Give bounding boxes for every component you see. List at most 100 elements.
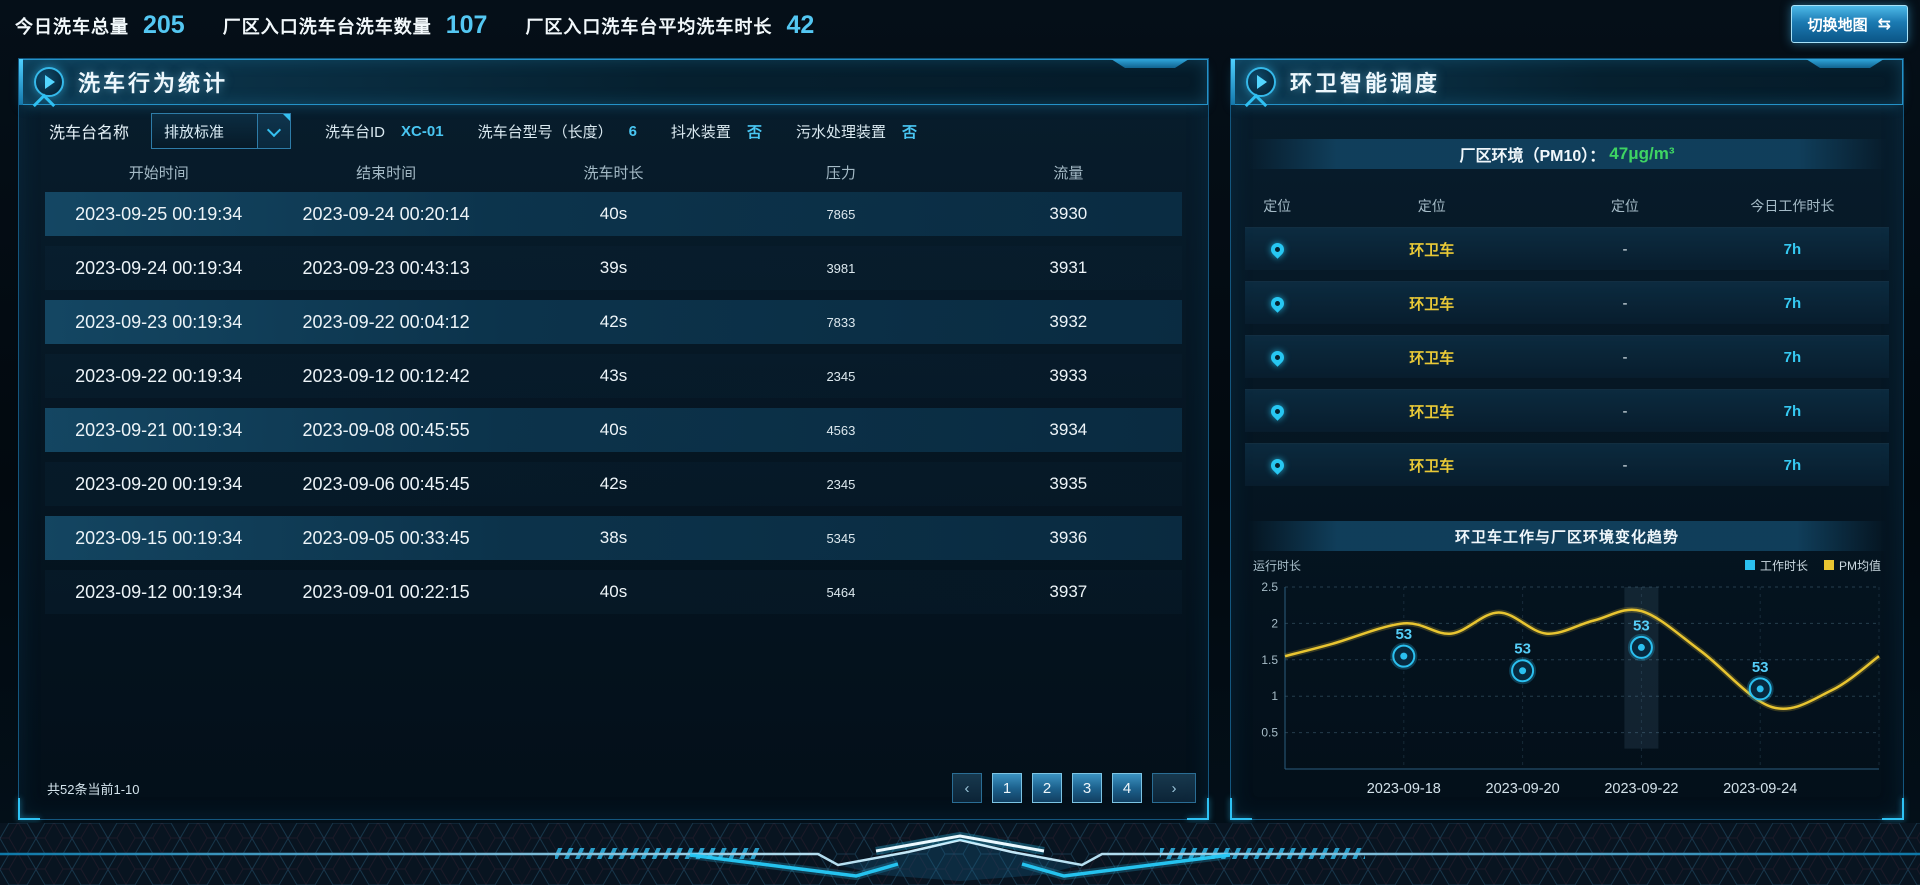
table-cell: 2023-09-06 00:45:45 <box>302 473 470 494</box>
filter-fields: 洗车台ID XC-01 洗车台型号（长度） 6 抖水装置否污水处理装置否 <box>291 121 917 142</box>
work-marker-dot <box>1756 685 1764 693</box>
vehicle-name: 环卫车 <box>1409 349 1455 367</box>
table-cell: 2023-09-21 00:19:34 <box>75 419 243 440</box>
table-row: 2023-09-23 00:19:34 2023-09-22 00:04:12 42… <box>45 300 1182 344</box>
table-cell: 2023-09-22 00:04:12 <box>302 311 470 332</box>
vehicle-name: 环卫车 <box>1409 295 1455 313</box>
filter-field-value: XC-01 <box>401 122 444 140</box>
table-cell: 40s <box>599 204 628 223</box>
table-cell: 3934 <box>1049 420 1088 439</box>
vehicle-hours: 7h <box>1783 348 1802 366</box>
table-cell: 5464 <box>826 584 856 600</box>
work-marker-label: 53 <box>1514 641 1531 658</box>
filter-field-label: 洗车台ID <box>325 123 386 141</box>
vehicle-pin-cell <box>1245 455 1309 475</box>
table-cell: 3935 <box>1049 474 1088 493</box>
vehicle-location-dash: - <box>1622 294 1628 312</box>
pagination-page-button[interactable]: 2 <box>1032 773 1062 803</box>
vehicle-column-header: 定位 <box>1417 198 1446 214</box>
table-cell: 3931 <box>1049 258 1088 277</box>
top-stat: 今日洗车总量 205 <box>15 11 185 40</box>
sanitation-panel: 环卫智能调度 厂区环境（PM10）： 47μg/m³ 定位 定位 定位 今日工作时长 … <box>1230 58 1904 820</box>
vehicle-pin-cell <box>1245 239 1309 259</box>
work-marker-label: 53 <box>1633 617 1650 634</box>
corner-accent <box>1187 798 1209 820</box>
chevron-up-decoration <box>1244 93 1268 117</box>
pagination-summary: 共52条当前1-10 <box>47 781 140 797</box>
table-cell: 2023-09-23 00:19:34 <box>75 311 243 332</box>
trend-subtitle-bar: 环卫车工作与厂区环境变化趋势 <box>1247 521 1887 551</box>
filter-field-label: 抖水装置 <box>670 123 731 141</box>
filter-row: 洗车台名称 排放标准 洗车台ID XC-01 洗车台型号（长度） 6 抖水装置否污水处理… <box>31 113 1196 149</box>
table-cell: 3937 <box>1049 582 1088 601</box>
table-cell: 2345 <box>826 476 856 492</box>
chevron-down-icon[interactable] <box>257 114 291 148</box>
chart-legend: 工作时长 PM均值 <box>1744 557 1881 574</box>
work-marker-label: 53 <box>1752 659 1769 676</box>
table-cell: 7833 <box>826 314 856 330</box>
pagination-page-button[interactable]: 1 <box>992 773 1022 803</box>
play-icon <box>34 67 64 97</box>
pagination-pages: ‹ 1 2 3 4 › <box>952 773 1196 803</box>
x-tick-label: 2023-09-24 <box>1723 781 1797 797</box>
vehicle-name: 环卫车 <box>1409 403 1455 421</box>
table-cell: 4563 <box>826 422 856 438</box>
table-cell: 2345 <box>826 368 856 384</box>
vehicle-row: 环卫车 - 7h <box>1245 443 1889 486</box>
table-row: 2023-09-12 00:19:34 2023-09-01 00:22:15 40… <box>45 570 1182 614</box>
vehicle-hours: 7h <box>1783 240 1802 258</box>
vehicle-pin-cell <box>1245 293 1309 313</box>
play-icon <box>1246 67 1276 97</box>
vehicle-location-dash: - <box>1622 348 1628 366</box>
table-cell: 39s <box>599 258 628 277</box>
vehicle-hours: 7h <box>1783 402 1802 420</box>
stat-value: 107 <box>445 10 488 39</box>
table-column-header: 压力 <box>825 164 856 182</box>
pagination-next-button[interactable]: › <box>1152 773 1196 803</box>
station-name-select[interactable]: 排放标准 <box>151 113 292 149</box>
chart-legend-row: 运行时长 工作时长 PM均值 <box>1253 557 1881 573</box>
table-cell: 2023-09-20 00:19:34 <box>75 473 243 494</box>
table-row: 2023-09-25 00:19:34 2023-09-24 00:20:14 40… <box>45 192 1182 236</box>
location-pin-icon[interactable] <box>1267 401 1287 421</box>
swap-arrows-icon: ⇆ <box>1877 16 1891 33</box>
top-stat: 厂区入口洗车台平均洗车时长 42 <box>525 11 814 40</box>
vehicle-location-dash: - <box>1622 240 1628 258</box>
vehicle-row: 环卫车 - 7h <box>1245 227 1889 270</box>
trend-chart: 0.5 1 1.5 2 2.5 2023-09-18 2023-09-20 2023-09-2… <box>1261 580 1881 797</box>
location-pin-icon[interactable] <box>1267 239 1287 259</box>
table-cell: 2023-09-24 00:19:34 <box>75 257 243 278</box>
x-tick-label: 2023-09-20 <box>1486 781 1560 797</box>
location-pin-icon[interactable] <box>1267 347 1287 367</box>
table-column-header: 流量 <box>1053 164 1084 182</box>
station-name-select-value: 排放标准 <box>164 123 225 141</box>
table-row: 2023-09-22 00:19:34 2023-09-12 00:12:42 43… <box>45 354 1182 398</box>
legend-label: PM均值 <box>1838 558 1881 573</box>
pm10-env-bar: 厂区环境（PM10）： 47μg/m³ <box>1247 139 1887 169</box>
table-cell: 3930 <box>1049 204 1088 223</box>
table-cell: 2023-09-05 00:33:45 <box>302 527 470 548</box>
location-pin-icon[interactable] <box>1267 455 1287 475</box>
header-notch-decoration <box>1806 59 1884 68</box>
pagination-page-button[interactable]: 4 <box>1112 773 1142 803</box>
filter-field: 污水处理装置否 <box>796 121 917 142</box>
x-tick-label: 2023-09-22 <box>1604 781 1678 797</box>
wash-table-body: 2023-09-25 00:19:34 2023-09-24 00:20:14 40… <box>45 192 1182 614</box>
legend-item: 工作时长 <box>1744 557 1808 574</box>
table-cell: 42s <box>599 474 628 493</box>
table-cell: 2023-09-08 00:45:55 <box>302 419 470 440</box>
vehicle-location-dash: - <box>1622 456 1628 474</box>
table-cell: 3932 <box>1049 312 1088 331</box>
x-tick-label: 2023-09-18 <box>1367 781 1441 797</box>
vehicle-row: 环卫车 - 7h <box>1245 281 1889 324</box>
location-pin-icon[interactable] <box>1267 293 1287 313</box>
chart-y-axis-title: 运行时长 <box>1253 558 1302 573</box>
filter-field-value: 否 <box>901 123 917 141</box>
pagination-prev-button[interactable]: ‹ <box>952 773 982 803</box>
corner-accent <box>1882 798 1904 820</box>
table-cell: 43s <box>599 366 628 385</box>
pagination-page-button[interactable]: 3 <box>1072 773 1102 803</box>
bottom-decoration <box>0 823 1920 885</box>
switch-map-button[interactable]: 切换地图 ⇆ <box>1790 5 1908 43</box>
filter-field: 抖水装置否 <box>671 121 762 142</box>
